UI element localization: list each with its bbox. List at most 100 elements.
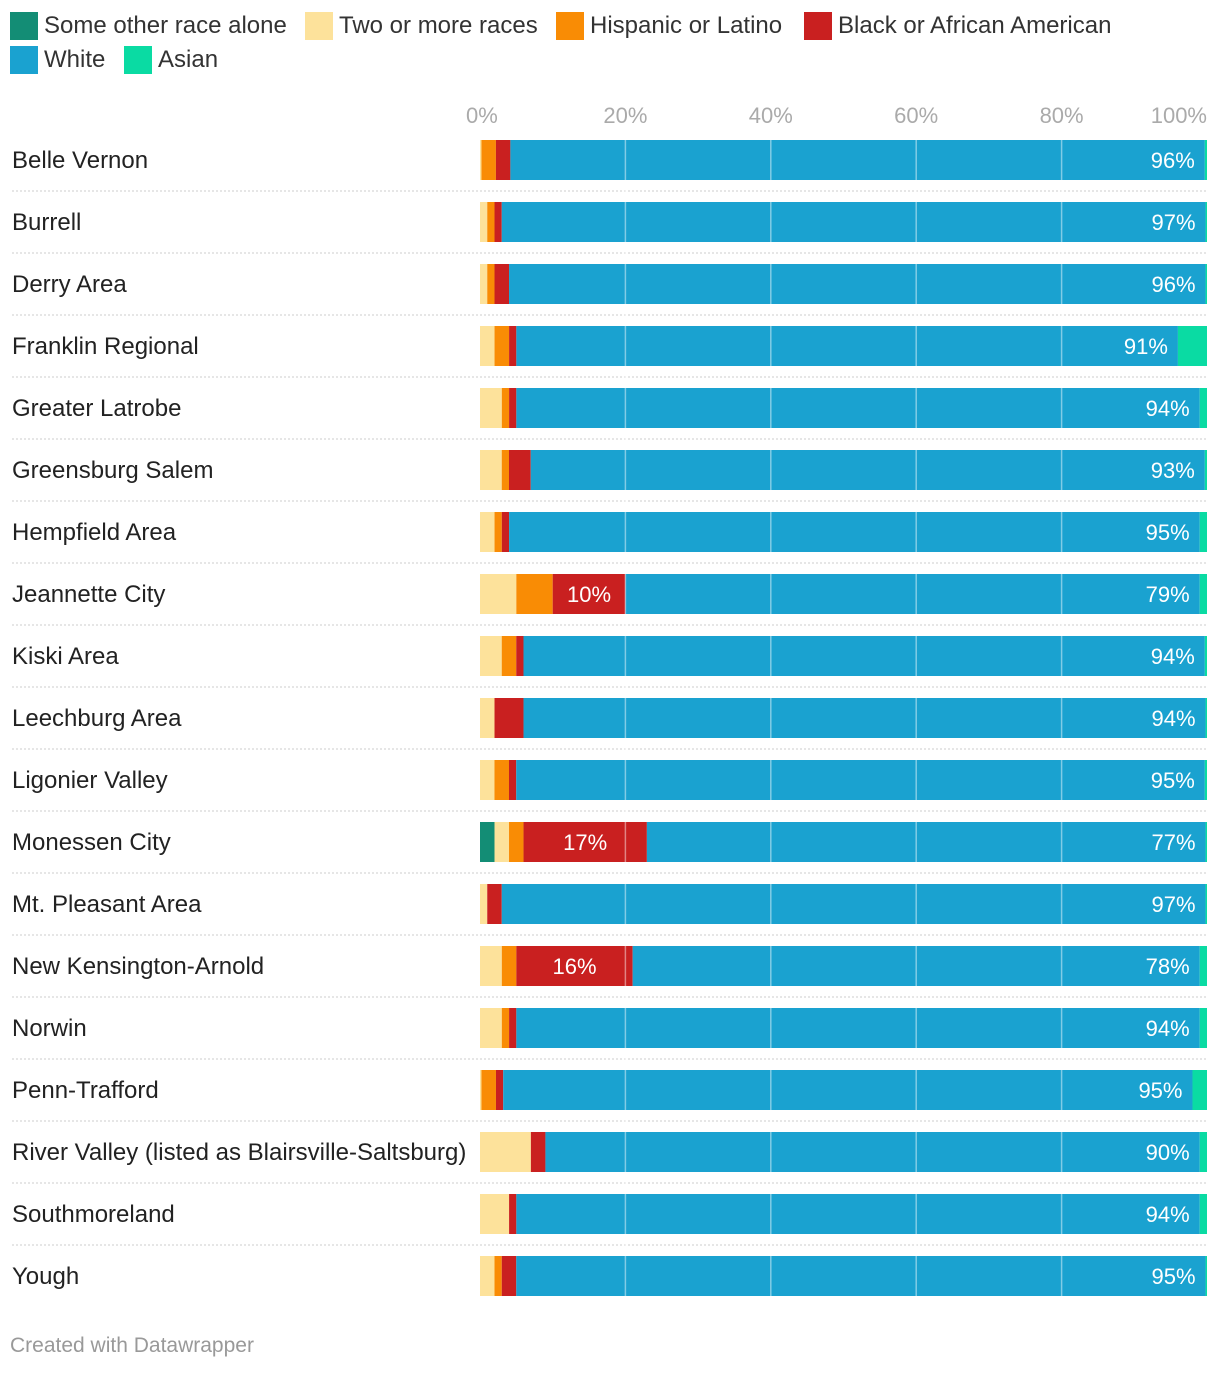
data-label: 90% <box>1146 1140 1190 1165</box>
bar-segment <box>480 760 495 800</box>
bar-segment <box>480 1256 495 1296</box>
data-label: 94% <box>1146 1202 1190 1227</box>
bar-segment <box>1204 636 1207 676</box>
bar-segment <box>480 636 502 676</box>
bar-segment <box>1204 760 1207 800</box>
bar-segment <box>516 760 1205 800</box>
bar-segment <box>1199 512 1207 552</box>
bar-segment <box>1205 822 1207 862</box>
x-tick-label: 60% <box>894 103 938 128</box>
bar-segment <box>509 264 1206 304</box>
bar-segment <box>480 698 495 738</box>
bar-segment <box>1205 202 1207 242</box>
row-label: Yough <box>12 1263 79 1290</box>
bar-segment <box>1199 1008 1207 1048</box>
bar-segment <box>480 946 502 986</box>
bar-segment <box>494 264 510 304</box>
bar-segment <box>501 512 510 552</box>
bar-segment <box>501 884 1206 924</box>
bar-segment <box>1205 264 1207 304</box>
gridlines <box>624 140 1063 1296</box>
bar-segment <box>501 946 517 986</box>
data-label: 94% <box>1146 396 1190 421</box>
bar-segment <box>480 388 502 428</box>
x-tick-label: 20% <box>603 103 647 128</box>
data-label: 96% <box>1152 272 1196 297</box>
bar-segment <box>501 450 509 490</box>
legend-swatch <box>556 12 584 40</box>
bar-segment <box>480 574 517 614</box>
bar-segment <box>545 1132 1200 1172</box>
legend-swatch <box>804 12 832 40</box>
data-label: 91% <box>1124 334 1168 359</box>
bar-segment <box>501 388 510 428</box>
chart-legend: Some other race alone Two or more races Hi… <box>10 10 1210 80</box>
legend-label: White <box>44 46 106 73</box>
row-label: Belle Vernon <box>12 147 148 174</box>
bar-segment <box>1199 388 1207 428</box>
data-label: 16% <box>552 954 596 979</box>
bar-segment <box>494 202 502 242</box>
legend-swatch <box>10 46 38 74</box>
data-label: 97% <box>1152 892 1196 917</box>
bar-segment <box>1205 884 1207 924</box>
bar-segment <box>501 1256 517 1296</box>
bar-segment <box>480 326 495 366</box>
data-label: 79% <box>1146 582 1190 607</box>
bar-segment <box>646 822 1206 862</box>
bar-segment <box>481 140 496 180</box>
data-label: 93% <box>1151 458 1195 483</box>
legend-swatch <box>305 12 333 40</box>
bar-segment <box>509 512 1200 552</box>
legend-label: Asian <box>158 46 219 73</box>
row-label: Norwin <box>12 1015 87 1042</box>
bar-segment <box>1204 450 1207 490</box>
legend-item: Some other race alone <box>10 10 287 42</box>
row-label: Franklin Regional <box>12 333 199 360</box>
bar-segment <box>494 760 509 800</box>
bar-segment <box>516 946 633 986</box>
bar-segment <box>480 202 488 242</box>
bar-segment <box>523 698 1206 738</box>
x-tick-label: 100% <box>1151 103 1207 128</box>
bar-segment <box>516 574 553 614</box>
bar-segment <box>495 1070 504 1110</box>
row-label: Southmoreland <box>12 1201 175 1228</box>
legend-item: Black or African American <box>804 10 1111 42</box>
data-label: 95% <box>1146 520 1190 545</box>
bar-segment <box>1199 946 1207 986</box>
row-label: New Kensington-Arnold <box>12 953 264 980</box>
bar-segment <box>501 1008 510 1048</box>
row-label: Greater Latrobe <box>12 395 181 422</box>
bar-segment <box>530 450 1205 490</box>
bar-segment <box>509 1194 517 1234</box>
bar-segment <box>523 822 647 862</box>
bar-segment <box>508 760 517 800</box>
bar-segment <box>509 1008 517 1048</box>
bar-segment <box>1192 1070 1207 1110</box>
row-label: Greensburg Salem <box>12 457 213 484</box>
data-label: 94% <box>1152 706 1196 731</box>
legend-label: Two or more races <box>339 12 538 39</box>
bar-segment <box>487 264 495 304</box>
row-label: Hempfield Area <box>12 519 177 546</box>
bar-segment <box>480 1008 502 1048</box>
data-label: 96% <box>1151 148 1195 173</box>
row-label: Mt. Pleasant Area <box>12 891 202 918</box>
bar-segment <box>494 512 502 552</box>
bar-segment <box>516 1194 1200 1234</box>
bar-segment <box>480 1070 482 1110</box>
bar-segment <box>516 1008 1200 1048</box>
row-label: Derry Area <box>12 271 127 298</box>
bar-segment <box>1199 574 1207 614</box>
data-label: 10% <box>567 582 611 607</box>
data-label: 95% <box>1138 1078 1182 1103</box>
row-label: Ligonier Valley <box>12 767 168 794</box>
legend-swatch <box>10 12 38 40</box>
legend-label: Hispanic or Latino <box>590 12 783 39</box>
bar-segment <box>516 388 1200 428</box>
row-label: Leechburg Area <box>12 705 182 732</box>
bar-segment <box>480 822 495 862</box>
row-label: Monessen City <box>12 829 171 856</box>
bar-segment <box>510 140 1205 180</box>
